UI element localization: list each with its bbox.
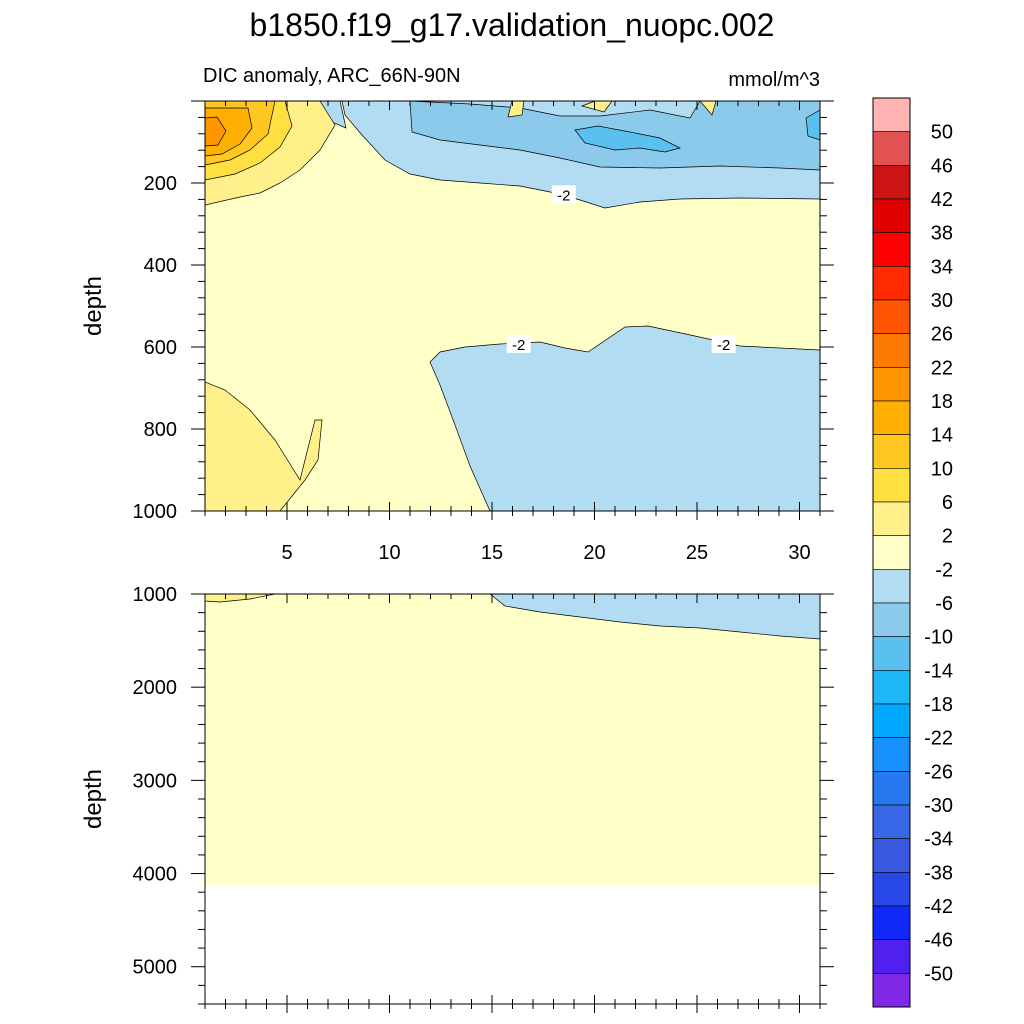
colorbar-swatch xyxy=(872,636,911,671)
contour-label: -2 xyxy=(717,337,730,354)
chart-title: b1850.f19_g17.validation_nuopc.002 xyxy=(250,7,775,43)
y-tick-label: 4000 xyxy=(133,864,178,886)
colorbar-swatch xyxy=(872,973,911,1008)
contour-label-box xyxy=(506,334,531,353)
y-tick-label: 1000 xyxy=(133,501,178,523)
colorbar-label: -18 xyxy=(924,694,953,716)
x-tick-label: 25 xyxy=(686,542,708,564)
x-tick-label: 30 xyxy=(788,542,810,564)
colorbar-label: -10 xyxy=(924,627,953,649)
colorbar-swatch xyxy=(872,838,911,873)
colorbar-label: -38 xyxy=(924,862,953,884)
chart-units: mmol/m^3 xyxy=(728,69,820,91)
colorbar-swatch xyxy=(872,367,911,402)
top-fill-plus2-lobe xyxy=(205,381,323,511)
y-tick-label: 600 xyxy=(144,337,177,359)
colorbar-swatch xyxy=(872,602,911,637)
colorbar-label: -50 xyxy=(924,963,953,985)
top-fill-plus2-small-b xyxy=(580,101,613,113)
colorbar-label: 34 xyxy=(931,256,953,278)
top-fill-minus2-lower xyxy=(429,325,820,511)
colorbar-swatch xyxy=(872,939,911,974)
colorbar-swatch xyxy=(872,468,911,503)
y-tick-label: 2000 xyxy=(133,677,178,699)
y-tick-label: 5000 xyxy=(133,957,178,979)
colorbar-swatch xyxy=(872,97,911,132)
top-fill-plus18 xyxy=(205,116,227,147)
colorbar-swatch xyxy=(872,535,911,570)
top-fill-plus2-small-c xyxy=(699,101,717,116)
colorbar-label: 14 xyxy=(931,425,953,447)
colorbar-label: -22 xyxy=(924,728,953,750)
x-tick-label: 10 xyxy=(378,542,400,564)
colorbar-swatch xyxy=(872,165,911,200)
top-panel-plot xyxy=(205,101,820,511)
chart-subtitle: DIC anomaly, ARC_66N-90N xyxy=(203,65,461,87)
colorbar-swatch xyxy=(872,131,911,166)
colorbar-swatch xyxy=(872,434,911,469)
colorbar-label: 6 xyxy=(942,492,953,514)
colorbar-label: 42 xyxy=(931,189,953,211)
contour-label-box xyxy=(711,334,736,353)
colorbar-label: 30 xyxy=(931,290,953,312)
colorbar-label: -14 xyxy=(924,660,953,682)
bottom-panel-ticks: 1000 2000 3000 4000 5000 xyxy=(133,584,834,1013)
colorbar-frame xyxy=(872,97,911,1008)
colorbar-label: -46 xyxy=(924,930,953,952)
top-ylabel: depth xyxy=(80,276,107,336)
colorbar-swatch xyxy=(872,905,911,940)
colorbar-label: 26 xyxy=(931,324,953,346)
colorbar-label: -2 xyxy=(935,559,953,581)
colorbar-swatch xyxy=(872,232,911,267)
colorbar-label: 18 xyxy=(931,391,953,413)
top-panel-ticks: 5 10 15 20 25 30 200 400 600 800 1000 xyxy=(133,100,834,564)
colorbar-swatch xyxy=(872,771,911,806)
colorbar-swatch xyxy=(872,703,911,738)
colorbar-label: 10 xyxy=(931,458,953,480)
colorbar-swatch xyxy=(872,400,911,435)
colorbar-swatch xyxy=(872,198,911,233)
bottom-fill-2-to-6 xyxy=(205,594,820,885)
y-tick-label: 800 xyxy=(144,419,177,441)
colorbar-label: -30 xyxy=(924,795,953,817)
contour-label: -2 xyxy=(512,337,525,354)
colorbar-label: -34 xyxy=(924,829,953,851)
bottom-fill-minus2 xyxy=(489,594,820,640)
bottom-no-data xyxy=(205,885,820,1004)
colorbar-swatch xyxy=(872,670,911,705)
colorbar-swatch xyxy=(872,333,911,368)
contour-label-box xyxy=(551,185,576,204)
bottom-panel-plot xyxy=(205,594,820,1004)
colorbar-label: -26 xyxy=(924,761,953,783)
colorbar-swatch xyxy=(872,266,911,301)
top-fill-minus10 xyxy=(574,125,681,153)
y-tick-label: 3000 xyxy=(133,770,178,792)
top-fill-minus10-right xyxy=(805,109,820,141)
x-tick-label: 20 xyxy=(583,542,605,564)
x-tick-label: 15 xyxy=(481,542,503,564)
colorbar-label: -42 xyxy=(924,896,953,918)
colorbar-label: 2 xyxy=(942,526,953,548)
colorbar-swatch xyxy=(872,501,911,536)
contour-label: -2 xyxy=(557,187,570,204)
colorbar-label: -6 xyxy=(935,593,953,615)
colorbar-label: 50 xyxy=(931,122,953,144)
colorbar-swatch xyxy=(872,569,911,604)
top-panel-contour-labels: -2 -2 -2 xyxy=(506,185,736,354)
colorbar-swatch xyxy=(872,299,911,334)
colorbar-label: 38 xyxy=(931,223,953,245)
colorbar-label: 46 xyxy=(931,155,953,177)
y-tick-label: 200 xyxy=(144,173,177,195)
colorbar-swatch xyxy=(872,804,911,839)
colorbar: 50 46 42 38 34 30 26 22 18 14 10 6 2 -2 -6 -10 -14 -18 -22… xyxy=(872,97,953,1008)
bottom-fill-plus2 xyxy=(205,594,276,603)
y-tick-label: 1000 xyxy=(133,584,178,606)
y-tick-label: 400 xyxy=(144,255,177,277)
colorbar-label: 22 xyxy=(931,357,953,379)
colorbar-swatch xyxy=(872,872,911,907)
x-tick-label: 5 xyxy=(281,542,292,564)
bottom-ylabel: depth xyxy=(80,769,107,829)
colorbar-swatch xyxy=(872,737,911,772)
